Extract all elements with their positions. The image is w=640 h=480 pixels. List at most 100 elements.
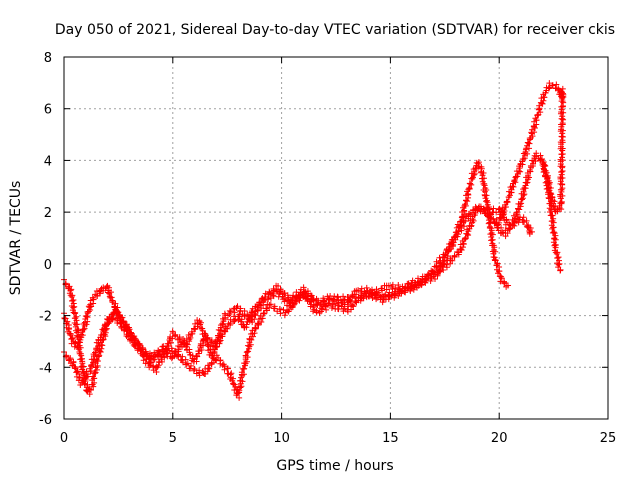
x-tick-label: 15 (382, 431, 399, 446)
data-point-marker (437, 257, 444, 264)
data-point-marker (469, 176, 476, 183)
data-point-marker (83, 313, 90, 320)
data-point-marker (227, 321, 234, 328)
data-point-marker (443, 264, 450, 271)
data-point-marker (327, 293, 334, 300)
data-point-marker (488, 237, 495, 244)
data-point-marker (503, 198, 510, 205)
data-point-marker (491, 256, 498, 263)
data-point-marker (97, 290, 104, 297)
data-point-marker (558, 98, 565, 105)
data-point-marker (439, 254, 446, 261)
data-point-marker (524, 179, 531, 186)
data-point-marker (238, 374, 245, 381)
data-point-marker (65, 326, 72, 333)
data-point-marker (235, 317, 242, 324)
data-point-marker (97, 349, 104, 356)
data-point-marker (558, 188, 565, 195)
data-point-marker (286, 303, 293, 310)
data-point-marker (112, 300, 119, 307)
data-point-marker (501, 204, 508, 211)
y-tick-label: -2 (39, 310, 52, 325)
data-point-marker (69, 335, 76, 342)
data-point-marker (468, 223, 475, 230)
data-point-marker (120, 318, 127, 325)
data-point-marker (554, 254, 561, 261)
data-point-marker (301, 288, 308, 295)
data-point-marker (556, 260, 563, 267)
data-point-marker (557, 175, 564, 182)
data-point-marker (281, 290, 288, 297)
data-point-marker (550, 224, 557, 231)
x-tick-label: 10 (273, 431, 290, 446)
data-point-marker (552, 249, 559, 256)
data-point-marker (254, 307, 261, 314)
data-point-marker (524, 224, 531, 231)
data-point-marker (187, 334, 194, 341)
data-point-marker (519, 195, 526, 202)
y-tick-label: 8 (44, 51, 52, 66)
data-point-marker (478, 205, 485, 212)
data-point-marker (217, 337, 224, 344)
data-point-marker (81, 372, 88, 379)
data-point-marker (263, 305, 270, 312)
data-point-marker (269, 290, 276, 297)
data-point-marker (71, 303, 78, 310)
data-point-marker (435, 269, 442, 276)
data-point-marker (204, 362, 211, 369)
y-tick-label: 4 (44, 154, 52, 169)
data-point-marker (457, 222, 464, 229)
data-point-marker (179, 353, 186, 360)
data-point-marker (466, 185, 473, 191)
data-point-marker (77, 336, 84, 343)
data-point-marker (290, 292, 297, 299)
data-point-marker (91, 356, 98, 363)
data-point-marker (443, 261, 450, 268)
data-point-marker (534, 112, 541, 119)
data-point-marker (205, 365, 212, 372)
data-point-marker (559, 89, 566, 96)
data-point-marker (345, 303, 352, 310)
data-point-marker (433, 264, 440, 271)
data-point-marker (527, 225, 534, 232)
data-point-marker (66, 330, 73, 337)
data-point-marker (557, 145, 564, 152)
data-point-marker (184, 360, 191, 367)
data-point-marker (234, 390, 241, 397)
data-point-marker (218, 327, 225, 334)
data-point-marker (558, 199, 565, 206)
data-point-marker (290, 302, 297, 309)
data-point-marker (557, 200, 564, 207)
data-point-marker (69, 297, 76, 304)
data-point-marker (70, 309, 77, 316)
data-point-marker (281, 312, 288, 319)
data-point-marker (373, 296, 380, 303)
data-point-marker (103, 321, 110, 328)
data-point-marker (217, 357, 224, 364)
data-point-marker (460, 223, 467, 230)
data-point-marker (498, 275, 505, 282)
data-point-marker (349, 293, 356, 300)
data-point-marker (490, 205, 497, 212)
data-point-marker (552, 236, 559, 243)
data-point-marker (460, 240, 467, 247)
data-point-marker (74, 342, 81, 349)
data-point-marker (89, 361, 96, 368)
data-point-marker (557, 163, 564, 170)
data-point-marker (559, 168, 566, 175)
data-point-marker (455, 249, 462, 256)
data-point-marker (545, 185, 552, 192)
data-point-marker (428, 274, 435, 281)
x-tick-label: 20 (491, 431, 508, 446)
data-point-marker (321, 297, 328, 304)
data-point-marker (224, 325, 231, 332)
data-point-marker (73, 321, 80, 328)
data-point-marker (481, 182, 488, 189)
data-point-marker (77, 381, 84, 388)
data-point-marker (516, 201, 523, 208)
data-point-marker (196, 369, 203, 376)
data-point-marker (70, 359, 77, 366)
data-point-marker (124, 325, 131, 332)
data-point-marker (436, 254, 443, 261)
data-point-marker (198, 346, 205, 353)
